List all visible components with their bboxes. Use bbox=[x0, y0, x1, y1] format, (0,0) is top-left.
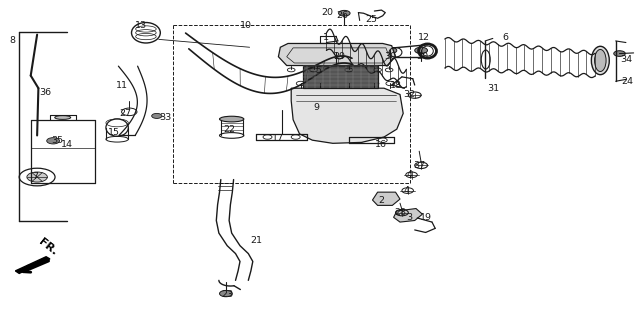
Text: 10: 10 bbox=[241, 21, 252, 30]
Text: 21: 21 bbox=[250, 237, 262, 245]
Polygon shape bbox=[15, 257, 50, 273]
Text: 24: 24 bbox=[621, 77, 633, 86]
Circle shape bbox=[415, 47, 428, 54]
Ellipse shape bbox=[55, 116, 70, 119]
Text: 23: 23 bbox=[221, 290, 233, 299]
Text: 11: 11 bbox=[116, 81, 127, 89]
Text: 20: 20 bbox=[322, 8, 333, 17]
Text: 14: 14 bbox=[61, 140, 73, 149]
Text: 3: 3 bbox=[406, 213, 413, 222]
Text: 30: 30 bbox=[417, 52, 428, 61]
Ellipse shape bbox=[220, 116, 244, 122]
Polygon shape bbox=[394, 209, 422, 222]
Text: 7: 7 bbox=[32, 172, 38, 181]
Circle shape bbox=[27, 172, 47, 182]
Text: 6: 6 bbox=[502, 33, 509, 42]
Circle shape bbox=[614, 51, 625, 56]
Text: 12: 12 bbox=[418, 33, 429, 42]
Text: 5: 5 bbox=[316, 66, 322, 75]
Text: 2: 2 bbox=[378, 196, 384, 204]
Text: 4: 4 bbox=[406, 170, 413, 179]
Text: 36: 36 bbox=[39, 89, 51, 97]
Text: 35: 35 bbox=[52, 136, 63, 145]
Text: 33: 33 bbox=[159, 113, 172, 122]
Text: 9: 9 bbox=[314, 103, 320, 112]
Text: 29: 29 bbox=[333, 52, 345, 61]
Circle shape bbox=[384, 47, 397, 54]
Text: 25: 25 bbox=[365, 15, 377, 24]
Polygon shape bbox=[278, 43, 396, 66]
Text: 8: 8 bbox=[10, 37, 16, 45]
Bar bbox=[303, 66, 378, 88]
Text: 19: 19 bbox=[420, 214, 431, 222]
Text: 32: 32 bbox=[404, 90, 415, 99]
Polygon shape bbox=[372, 192, 400, 205]
Text: 34: 34 bbox=[620, 55, 632, 64]
Circle shape bbox=[330, 47, 342, 54]
Text: 28: 28 bbox=[394, 208, 406, 217]
Circle shape bbox=[339, 10, 350, 16]
Text: 31: 31 bbox=[487, 84, 499, 93]
Polygon shape bbox=[291, 88, 403, 143]
Text: 17: 17 bbox=[273, 134, 284, 143]
Text: 16: 16 bbox=[375, 140, 387, 149]
Text: 26: 26 bbox=[337, 11, 348, 20]
Circle shape bbox=[220, 290, 232, 297]
Circle shape bbox=[152, 113, 162, 118]
Text: 18: 18 bbox=[390, 81, 401, 89]
Ellipse shape bbox=[591, 46, 609, 75]
Text: 4: 4 bbox=[403, 186, 410, 195]
Circle shape bbox=[47, 138, 60, 144]
Text: 22: 22 bbox=[223, 125, 235, 134]
Text: 13: 13 bbox=[135, 21, 147, 30]
Ellipse shape bbox=[595, 49, 606, 72]
Text: 30: 30 bbox=[385, 52, 396, 61]
Text: 37: 37 bbox=[413, 161, 425, 170]
Text: 1: 1 bbox=[323, 33, 330, 42]
Text: FR.: FR. bbox=[37, 237, 59, 258]
Text: 15: 15 bbox=[108, 128, 120, 137]
Text: 27: 27 bbox=[119, 109, 131, 118]
